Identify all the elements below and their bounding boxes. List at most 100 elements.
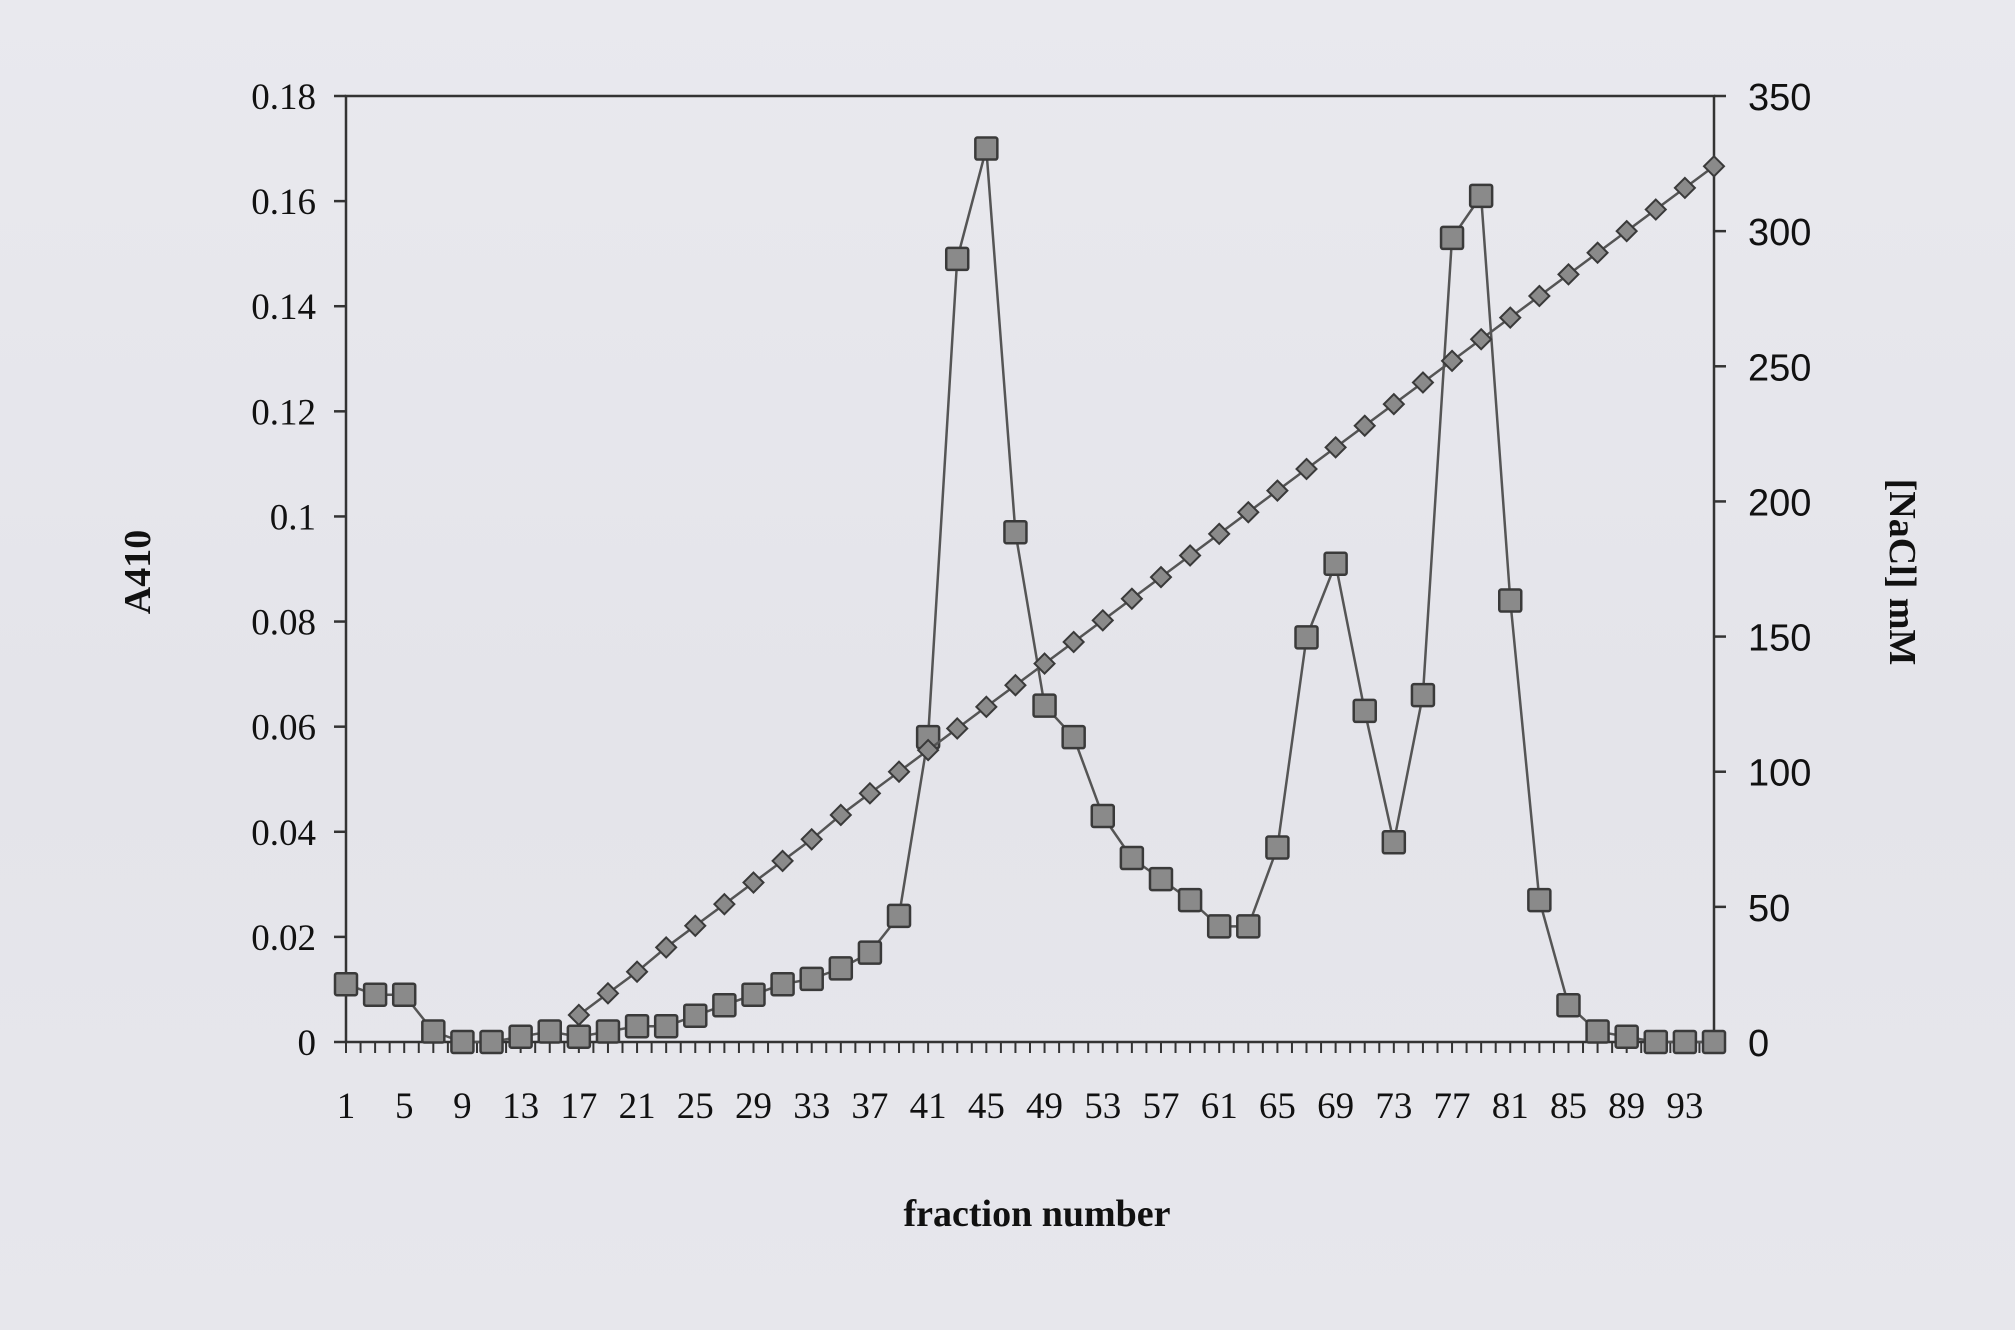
y2-tick-label: 200 (1748, 482, 1811, 524)
data-point-nacl (596, 981, 620, 1005)
data-point-a410 (1206, 914, 1232, 939)
data-point-a410 (712, 992, 737, 1018)
x-tick-label: 85 (1550, 1086, 1587, 1127)
data-point-a410 (1701, 1029, 1727, 1055)
data-point-a410 (1672, 1029, 1698, 1055)
data-point-nacl (1120, 587, 1144, 611)
data-point-a410 (1468, 183, 1494, 209)
data-point-nacl (1498, 306, 1522, 330)
data-point-a410 (1410, 682, 1436, 708)
data-point-nacl (567, 1003, 591, 1027)
x-tick-label: 37 (851, 1086, 888, 1127)
y2-tick-label: 100 (1748, 753, 1811, 795)
y2-tick-label: 0 (1748, 1023, 1769, 1065)
data-point-a410 (1061, 724, 1086, 750)
x-tick-label: 57 (1142, 1086, 1179, 1127)
data-point-a410 (1585, 1019, 1610, 1044)
data-point-nacl (916, 738, 940, 762)
y2-tick-label: 300 (1748, 212, 1811, 254)
data-point-a410 (566, 1024, 592, 1049)
data-point-a410 (624, 1013, 650, 1039)
x-tick-label: 53 (1084, 1086, 1121, 1127)
data-point-nacl (1091, 608, 1115, 632)
data-point-a410 (683, 1003, 708, 1028)
data-point-nacl (1324, 435, 1348, 459)
data-point-a410 (653, 1013, 679, 1039)
x-tick-label: 21 (619, 1086, 656, 1127)
data-point-nacl (1295, 457, 1318, 481)
data-point-a410 (537, 1019, 562, 1044)
data-point-nacl (1207, 522, 1231, 546)
y2-tick-label: 250 (1748, 347, 1811, 389)
y-tick-label: 0.18 (251, 77, 316, 118)
data-point-a410 (1236, 914, 1261, 939)
data-point-a410 (1527, 887, 1552, 913)
data-point-a410 (1323, 551, 1348, 576)
y2-tick-label: 50 (1748, 888, 1790, 930)
data-point-a410 (741, 982, 766, 1007)
data-point-a410 (1294, 625, 1319, 650)
y-tick-label: 0.14 (251, 287, 316, 328)
data-point-nacl (1702, 154, 1726, 178)
data-point-nacl (1178, 544, 1202, 567)
data-point-nacl (742, 871, 765, 894)
data-point-a410 (1352, 698, 1377, 724)
data-point-a410 (1032, 693, 1057, 718)
data-point-a410 (1265, 835, 1290, 860)
x-tick-label: 69 (1317, 1086, 1354, 1127)
data-point-nacl (1673, 176, 1697, 200)
data-point-nacl (1527, 284, 1551, 308)
x-tick-label: 29 (735, 1086, 772, 1127)
y-tick-label: 0.16 (251, 182, 316, 223)
data-point-nacl (1411, 371, 1435, 394)
y2-tick-label: 150 (1748, 618, 1811, 660)
data-point-a410 (886, 903, 912, 929)
data-point-nacl (625, 960, 649, 984)
x-tick-label: 81 (1492, 1086, 1529, 1127)
data-point-a410 (1556, 992, 1581, 1018)
x-tick-label: 33 (793, 1086, 830, 1127)
x-tick-label: 61 (1201, 1086, 1238, 1127)
data-point-nacl (800, 827, 824, 851)
x-tick-label: 9 (453, 1086, 472, 1127)
y2-axis-label: [NaCl] mM (1881, 479, 1923, 666)
data-point-nacl (1586, 241, 1609, 265)
data-point-nacl (1033, 652, 1056, 676)
data-point-nacl (1557, 262, 1580, 286)
data-point-a410 (1439, 225, 1465, 251)
x-tick-label: 13 (502, 1086, 539, 1127)
x-tick-label: 65 (1259, 1086, 1296, 1127)
y-axis-label: A410 (117, 530, 159, 614)
x-tick-label: 45 (968, 1086, 1005, 1127)
data-point-a410 (333, 971, 359, 997)
data-point-nacl (1440, 349, 1464, 373)
data-point-nacl (1382, 392, 1406, 416)
y-tick-label: 0 (298, 1023, 317, 1064)
y-tick-label: 0.08 (251, 603, 316, 644)
data-point-a410 (479, 1029, 504, 1055)
y-tick-label: 0.12 (251, 392, 316, 433)
data-point-a410 (450, 1029, 475, 1055)
y-tick-label: 0.04 (251, 813, 316, 854)
data-point-a410 (857, 940, 883, 965)
data-point-a410 (508, 1024, 533, 1049)
series-line-nacl (578, 165, 1715, 1017)
x-tick-label: 41 (910, 1086, 947, 1127)
data-point-a410 (391, 982, 417, 1007)
plot-area: 0 0.02 0.04 0.06 0.08 0.1 0.12 0.14 0.16 0.18 0 50 1… (251, 77, 1811, 1127)
data-point-a410 (1119, 845, 1145, 871)
data-point-a410 (799, 966, 824, 992)
data-point-nacl (712, 892, 736, 916)
data-point-nacl (1353, 414, 1377, 438)
data-point-nacl (974, 695, 998, 719)
data-point-nacl (1149, 565, 1173, 589)
x-axis-label: fraction number (903, 1193, 1170, 1235)
data-point-a410 (1643, 1029, 1669, 1055)
data-point-a410 (1498, 588, 1523, 613)
data-point-nacl (1265, 479, 1289, 503)
y-tick-label: 0.06 (251, 708, 316, 749)
data-point-nacl (1644, 198, 1668, 221)
x-tick-label: 25 (677, 1086, 714, 1127)
y-tick-label: 0.1 (270, 497, 316, 538)
x-tick-label: 77 (1434, 1086, 1471, 1127)
